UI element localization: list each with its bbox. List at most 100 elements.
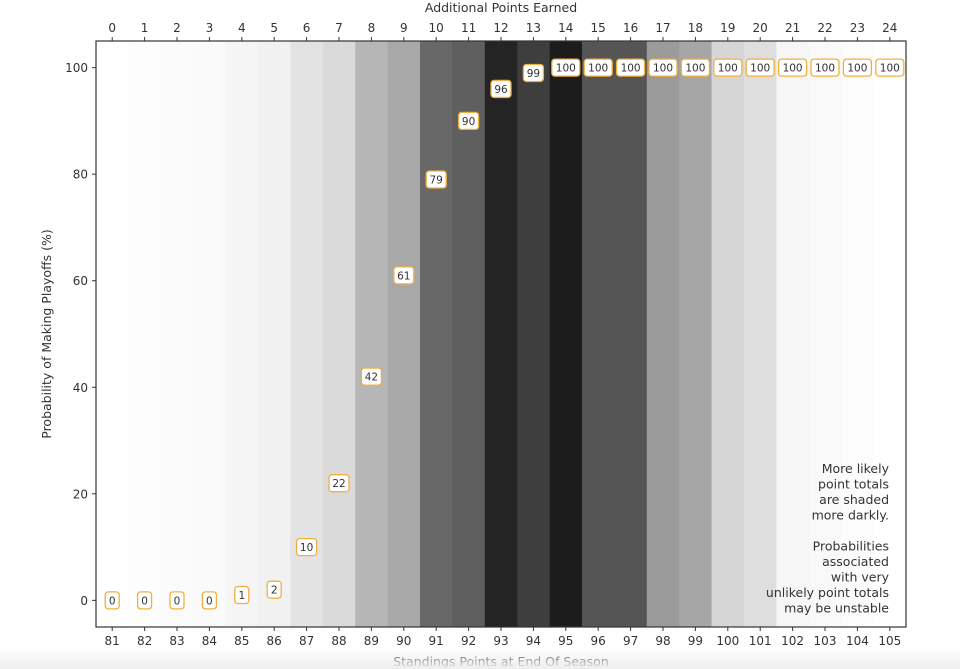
band-84 <box>193 41 226 627</box>
band-101 <box>744 41 777 627</box>
band-81 <box>96 41 129 627</box>
x2-tick-label: 8 <box>368 21 376 35</box>
x-axis-bottom: 81 82 83 84 85 86 87 88 89 90 91 92 93 94 95 96 97 98 99 10… <box>105 627 901 648</box>
x-tick-label: 99 <box>688 634 703 648</box>
data-label-box <box>615 58 646 77</box>
data-label-box <box>713 58 743 77</box>
x2-tick-label: 18 <box>688 21 703 35</box>
data-label-value: 100 <box>556 63 576 75</box>
annotation-line: unlikely point totals <box>766 585 889 600</box>
data-label-value: 90 <box>462 116 475 128</box>
data-label-box <box>522 63 545 83</box>
x-tick-label: 95 <box>558 634 573 648</box>
data-label-value: 0 <box>109 595 116 607</box>
band-97 <box>614 41 648 627</box>
x2-tick-label: 17 <box>655 21 670 35</box>
data-label-value: 100 <box>685 63 705 75</box>
data-labels: 0 0 0 0 1 2 10 22 42 61 79 90 96 99 100 100 100 100 100 100… <box>104 58 905 610</box>
data-label: 100 <box>551 58 581 77</box>
data-label-box <box>295 537 318 557</box>
data-label-value: 0 <box>206 595 213 607</box>
data-label-value: 96 <box>494 84 508 96</box>
band-100 <box>711 41 745 627</box>
data-label-box <box>169 591 185 610</box>
data-label-box <box>875 58 905 77</box>
data-label-box <box>810 58 840 77</box>
data-label: 100 <box>810 58 840 77</box>
x-tick-label: 91 <box>429 634 444 648</box>
data-label: 100 <box>583 58 613 77</box>
data-label-box <box>648 58 678 77</box>
data-label-value: 100 <box>621 63 641 75</box>
annotation-line: with very <box>831 570 890 585</box>
annotation-line: are shaded <box>819 492 889 507</box>
data-label-box <box>360 367 383 386</box>
band-96 <box>582 41 615 627</box>
data-label: 2 <box>266 580 282 599</box>
x-tick-label: 94 <box>526 634 541 648</box>
data-label-value: 0 <box>174 595 181 607</box>
data-label: 22 <box>328 474 350 493</box>
band-86 <box>258 41 291 627</box>
annotation-line: More likely <box>822 461 890 476</box>
x-tick-label: 96 <box>591 634 606 648</box>
data-label-value: 79 <box>430 175 443 187</box>
annotation-line: associated <box>822 554 889 569</box>
x-tick-label: 89 <box>364 634 379 648</box>
data-label-box <box>104 591 120 610</box>
data-label: 100 <box>713 58 743 77</box>
data-label: 61 <box>393 266 415 285</box>
x-tick-label: 98 <box>655 634 670 648</box>
data-label: 100 <box>745 58 775 77</box>
data-label-box <box>266 580 282 599</box>
data-label-value: 22 <box>332 478 345 490</box>
x-tick-label: 87 <box>299 634 314 648</box>
data-label-value: 100 <box>718 63 738 75</box>
data-label-box <box>551 58 581 77</box>
x-tick-label: 103 <box>814 634 837 648</box>
x-tick-label: 84 <box>202 634 217 648</box>
data-label: 42 <box>360 367 383 386</box>
x-tick-label: 104 <box>846 634 869 648</box>
band-85 <box>225 41 259 627</box>
data-label: 100 <box>842 58 873 77</box>
data-label-value: 10 <box>300 542 313 554</box>
x2-tick-label: 23 <box>850 21 865 35</box>
x-tick-label: 97 <box>623 634 638 648</box>
annotation-line: may be unstable <box>784 601 889 616</box>
x2-tick-label: 1 <box>141 21 149 35</box>
data-label: 0 <box>136 591 153 610</box>
data-label-value: 100 <box>880 63 900 75</box>
x2-tick-label: 13 <box>526 21 541 35</box>
x2-tick-label: 20 <box>753 21 768 35</box>
data-label: 100 <box>615 58 646 77</box>
data-label-value: 42 <box>365 372 378 384</box>
data-label: 100 <box>777 58 808 77</box>
data-label-box <box>201 591 218 610</box>
y-axis-title: Probability of Making Playoffs (%) <box>39 229 54 439</box>
data-label-value: 0 <box>141 595 148 607</box>
data-label: 0 <box>104 591 120 610</box>
x2-tick-label: 19 <box>720 21 735 35</box>
y-tick-label: 80 <box>73 168 88 182</box>
x2-tick-label: 2 <box>173 21 181 35</box>
band-94 <box>517 41 550 627</box>
band-89 <box>355 41 388 627</box>
data-label-box <box>425 170 447 189</box>
data-label-box <box>777 58 808 77</box>
y-tick-label: 100 <box>65 61 88 75</box>
band-90 <box>387 41 421 627</box>
x-tick-label: 100 <box>716 634 739 648</box>
y-tick-label: 20 <box>73 487 88 501</box>
band-93 <box>484 41 518 627</box>
data-label: 96 <box>490 79 512 99</box>
data-label-value: 100 <box>847 63 867 75</box>
x2-tick-label: 4 <box>238 21 246 35</box>
annotation-line: more darkly. <box>812 508 889 523</box>
x2-tick-label: 7 <box>335 21 343 35</box>
x-tick-label: 93 <box>493 634 508 648</box>
x2-tick-label: 21 <box>785 21 800 35</box>
x-tick-label: 82 <box>137 634 152 648</box>
